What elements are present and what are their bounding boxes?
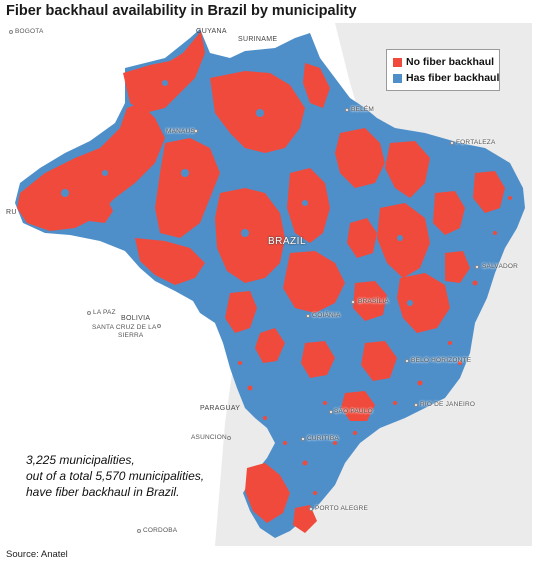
- city-label-rio: RIO DE JANEIRO: [420, 401, 476, 408]
- country-label-brazil: BRAZIL: [268, 236, 307, 247]
- city-dot-curitiba: [301, 437, 305, 441]
- city-label-cordoba: CORDOBA: [143, 527, 178, 534]
- legend-label-no-fiber: No fiber backhaul: [406, 56, 495, 68]
- country-label-guyana: GUYANA: [196, 28, 227, 35]
- has-fiber-speckles: [61, 80, 413, 306]
- city-label-santa-cruz-2: SIERRA: [118, 332, 144, 339]
- country-label-suriname: SURINAME: [238, 36, 278, 43]
- no-fiber-swatch: [393, 57, 402, 67]
- map-canvas[interactable]: [5, 23, 532, 546]
- country-label-paraguay: PARAGUAY: [200, 405, 241, 412]
- source-note: Source: Anatel: [6, 549, 68, 560]
- city-label-curitiba: CURITIBA: [307, 435, 339, 442]
- city-label-santa-cruz-1: SANTA CRUZ DE LA: [92, 324, 157, 331]
- annotation-text: 3,225 municipalities, out of a total 5,5…: [26, 452, 246, 500]
- city-label-brasilia: BRASÍLIA: [358, 298, 389, 305]
- city-dot-manaus: [194, 129, 198, 133]
- city-label-asuncion: ASUNCION: [191, 434, 227, 441]
- city-label-sao-paulo: SÃO PAULO: [334, 408, 373, 415]
- city-label-la-paz: LA PAZ: [93, 309, 116, 316]
- annotation-line-2: out of a total 5,570 municipalities,: [26, 469, 205, 483]
- city-dot-salvador: [475, 265, 479, 269]
- country-label-bolivia: BOLIVIA: [121, 315, 151, 322]
- city-dot-porto-alegre: [309, 507, 313, 511]
- no-fiber-regions: [17, 31, 505, 533]
- city-dot-santa-cruz: [157, 324, 161, 328]
- city-dot-goiania: [306, 314, 310, 318]
- city-label-salvador: SALVADOR: [482, 263, 519, 270]
- map-legend: No fiber backhaul Has fiber backhaul: [386, 49, 500, 91]
- city-label-belo-horizonte: BELO HORIZONTE: [411, 357, 472, 364]
- city-dot-bogota: [9, 30, 13, 34]
- city-dot-rio: [414, 403, 418, 407]
- city-label-porto-alegre: PORTO ALEGRE: [315, 505, 369, 512]
- city-dot-fortaleza: [450, 141, 454, 145]
- legend-item-has-fiber: Has fiber backhaul: [393, 70, 499, 86]
- legend-label-has-fiber: Has fiber backhaul: [406, 72, 500, 84]
- chart-title: Fiber backhaul availability in Brazil by…: [6, 3, 357, 19]
- city-dot-brasilia: [351, 300, 355, 304]
- city-dot-cordoba: [137, 529, 141, 533]
- no-fiber-speckles: [238, 196, 512, 495]
- annotation-line-3: have fiber backhaul in Brazil.: [26, 485, 180, 499]
- city-label-manaus: MANAUS: [166, 128, 196, 135]
- annotation-line-1: 3,225 municipalities,: [26, 453, 135, 467]
- legend-item-no-fiber: No fiber backhaul: [393, 54, 495, 70]
- map-svg: [5, 23, 525, 546]
- country-label-peru-fragment: RU: [6, 209, 17, 216]
- city-dot-asuncion: [227, 436, 231, 440]
- city-label-fortaleza: FORTALEZA: [456, 139, 496, 146]
- city-dot-belem: [345, 108, 349, 112]
- city-label-bogota: BOGOTA: [15, 28, 44, 35]
- has-fiber-swatch: [393, 73, 402, 83]
- city-dot-la-paz: [87, 311, 91, 315]
- city-dot-sao-paulo: [329, 410, 333, 414]
- city-label-belem: BELÉM: [351, 106, 375, 113]
- city-label-goiania: GOIÂNIA: [312, 312, 341, 319]
- city-dot-belo-horizonte: [405, 359, 409, 363]
